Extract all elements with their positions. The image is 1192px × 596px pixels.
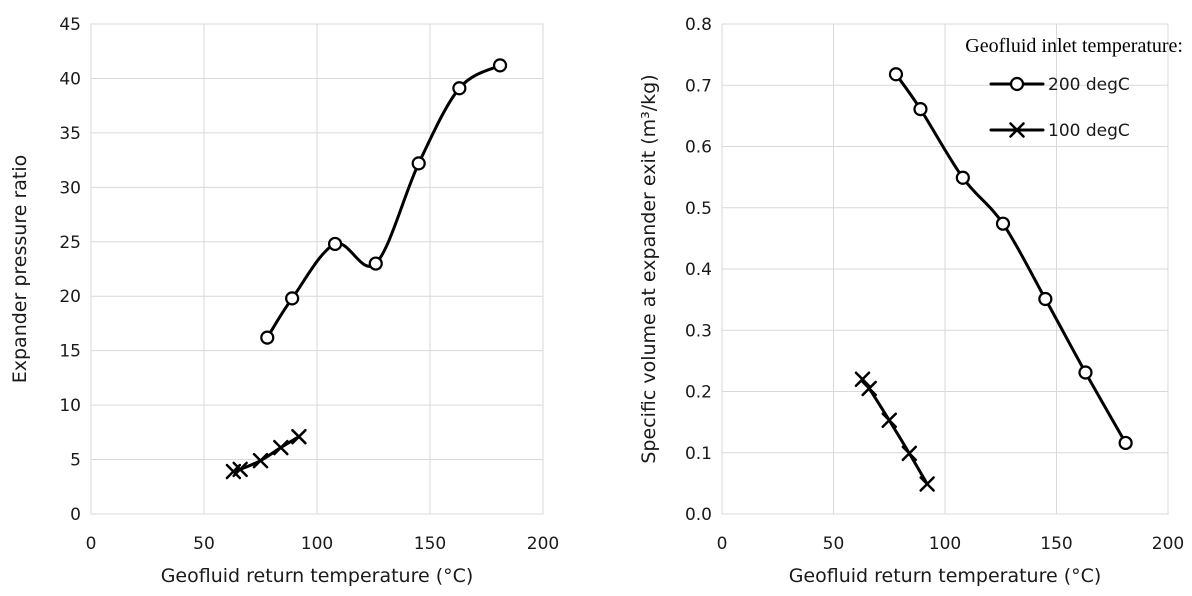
x-tick-label: 0 [717,534,728,554]
data-point-x [861,380,877,397]
x-tick-label: 50 [193,534,215,554]
y-tick-label: 25 [59,233,81,253]
legend-title: Geofluid inlet temperature: [965,35,1183,57]
x-marker-stroke [232,461,248,478]
data-point-circle [368,256,383,271]
data-point-x [901,445,918,462]
y-tick-label: 5 [70,451,81,471]
legend-entry-label: 200 degC [1048,75,1130,95]
data-point-circle [1118,435,1133,451]
data-point-x [252,452,269,469]
y-tick-label: 0.6 [685,138,712,158]
y-tick-label: 0.0 [685,505,712,525]
data-point-circle [1078,365,1093,380]
data-point-circle [327,236,343,252]
data-point-circle [492,58,508,73]
data-point-x [291,428,307,445]
chart-specific-volume: 0.0 0.1 0.2 0.3 0.4 0.5 0.6 0.7 0.8 0 50 100 150 200 G… [638,15,1184,587]
y-tick-label: 0.3 [685,321,712,341]
plot-frame [90,23,544,515]
data-point-circle [995,216,1011,231]
x-marker-stroke [252,452,269,469]
data-point-circle [411,156,426,171]
y-tick-label: 40 [59,69,81,89]
y-tick-label: 30 [59,178,81,198]
legend-entry-label: 100 degC [1048,121,1130,141]
x-marker-stroke [291,428,307,445]
data-point-circle [452,81,467,96]
x-tick-label: 50 [823,534,845,554]
x-tick-label: 200 [1152,534,1184,554]
y-axis-title: Specific volume at expander exit (m³/kg) [638,74,660,463]
plot-frame [721,23,1169,515]
x-tick-label: 200 [527,534,559,554]
legend: Geofluid inlet temperature: 200 degC 100 d… [965,35,1183,141]
data-point-x [273,439,289,456]
x-tick-label: 100 [301,534,333,554]
y-tick-label: 35 [59,124,81,144]
x-marker-stroke [273,439,289,456]
x-marker-stroke [881,412,897,429]
data-point-x [854,371,871,387]
x-marker-stroke [861,380,877,397]
y-tick-label: 0.7 [685,76,712,96]
x-axis-title: Geofluid return temperature (°C) [161,565,474,587]
legend-marker-circle [1009,76,1025,92]
x-marker-stroke [919,476,935,492]
series-line-200degc [265,63,502,340]
data-point-circle [1038,291,1053,307]
data-point-x [232,461,248,478]
x-tick-label: 150 [414,534,446,554]
y-tick-label: 0.1 [685,444,712,464]
y-tick-label: 0.2 [685,383,712,403]
data-point-circle [913,102,928,117]
y-tick-label: 0 [70,505,81,525]
data-point-circle [888,67,904,82]
data-point-x [919,476,935,492]
chart-pressure-ratio: 0 5 10 15 20 25 30 35 40 45 0 50 100 150 200 Geofluid r… [9,15,559,587]
y-tick-label: 15 [59,342,81,362]
x-tick-label: 150 [1040,534,1072,554]
y-axis-title: Expander pressure ratio [9,155,31,384]
y-tick-label: 0.4 [685,260,712,280]
y-tick-label: 20 [59,287,81,307]
x-tick-label: 0 [86,534,97,554]
data-point-circle [955,170,970,185]
y-tick-label: 45 [59,15,81,35]
data-point-circle [285,291,300,306]
legend-marker-x [1009,122,1025,138]
data-point-x [881,412,897,429]
x-tick-label: 100 [929,534,961,554]
data-point-circle [260,330,275,345]
x-marker-stroke [854,371,871,387]
y-tick-label: 10 [59,396,81,416]
y-tick-label: 0.5 [685,199,712,219]
y-tick-label: 0.8 [685,15,712,35]
series-line-100degc [860,377,929,486]
x-marker-stroke [901,445,918,462]
x-axis-title: Geofluid return temperature (°C) [789,565,1102,587]
